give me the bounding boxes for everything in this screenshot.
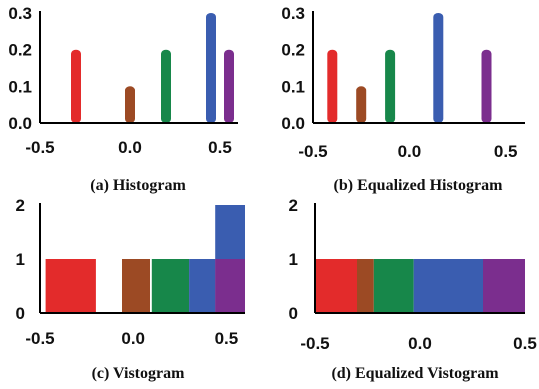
- y-tick-label: 0.0: [281, 114, 305, 133]
- x-tick-label: 0.5: [494, 142, 518, 161]
- bar: [356, 86, 367, 123]
- chart-a: 0.0 0.1 0.2 0.3 -0.5 0.0 0.5 (a) Histogram: [8, 4, 238, 194]
- y-tick-label: 1: [289, 250, 298, 269]
- bar: [327, 49, 338, 124]
- y-tick-label: 0.1: [8, 77, 32, 96]
- bar: [71, 49, 81, 124]
- y-tick-label: 2: [289, 196, 298, 215]
- bar: [315, 259, 357, 313]
- chart-c: 0 1 2 -0.5 0.0 0.5 (c) Vistogram: [16, 196, 245, 382]
- bar: [122, 259, 150, 313]
- bar: [206, 13, 216, 123]
- bar: [433, 13, 444, 123]
- x-tick-label: 0.0: [398, 142, 422, 161]
- x-tick-label: 0.0: [408, 334, 432, 353]
- bar: [161, 49, 171, 124]
- y-tick-label: 0.0: [8, 114, 32, 133]
- bar: [373, 259, 414, 313]
- chart-caption: (a) Histogram: [90, 177, 186, 194]
- x-tick-label: 0.0: [118, 138, 142, 157]
- y-tick-label: 2: [16, 196, 25, 215]
- y-tick-label: 0.2: [8, 41, 32, 60]
- x-tick-label: 0.5: [215, 329, 239, 348]
- bar: [357, 259, 374, 313]
- y-tick-label: 0.3: [8, 4, 32, 23]
- bar: [385, 49, 396, 124]
- y-tick-label: 1: [16, 250, 25, 269]
- chart-caption: (d) Equalized Vistogram: [331, 365, 499, 382]
- chart-caption: (b) Equalized Histogram: [334, 177, 504, 194]
- x-tick-label: 0.0: [121, 329, 145, 348]
- x-tick-label: 0.5: [208, 138, 232, 157]
- bar: [189, 259, 216, 313]
- x-tick-label: 0.5: [513, 334, 537, 353]
- y-tick-label: 0: [16, 304, 25, 323]
- bar: [215, 259, 245, 313]
- chart-caption: (c) Vistogram: [92, 365, 186, 382]
- chart-d: 0 1 2 -0.5 0.0 0.5 (d) Equalized Vistogram: [289, 196, 537, 382]
- y-tick-label: 0.1: [281, 77, 305, 96]
- bar: [151, 259, 190, 313]
- bar: [483, 259, 525, 313]
- x-tick-label: -0.5: [25, 329, 54, 348]
- x-tick-label: -0.5: [300, 334, 329, 353]
- bar: [481, 49, 492, 124]
- x-tick-label: -0.5: [298, 142, 327, 161]
- bar: [45, 259, 96, 313]
- bar: [125, 86, 135, 123]
- x-tick-label: -0.5: [25, 138, 54, 157]
- bar: [413, 259, 483, 313]
- y-tick-label: 0.2: [281, 41, 305, 60]
- y-tick-label: 0.3: [281, 4, 305, 23]
- y-tick-label: 0: [289, 304, 298, 323]
- bar: [224, 49, 234, 124]
- chart-b: 0.0 0.1 0.2 0.3 -0.5 0.0 0.5 (b) Equalized Hist…: [281, 4, 525, 194]
